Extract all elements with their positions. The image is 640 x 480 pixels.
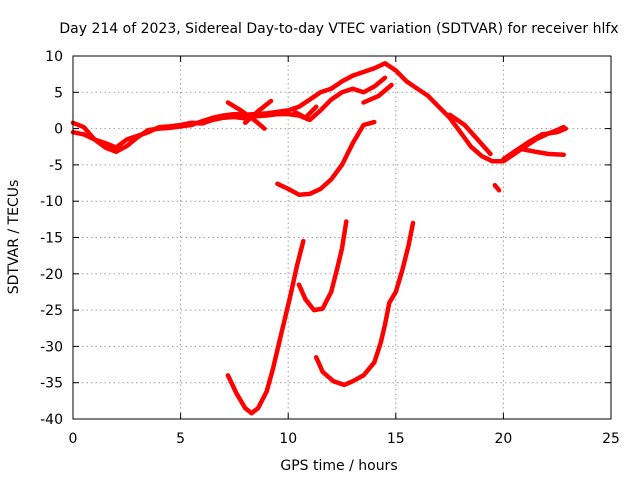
y-tick-label: -25 bbox=[40, 303, 63, 319]
y-tick-label: -35 bbox=[40, 376, 63, 392]
x-tick-label: 10 bbox=[279, 431, 297, 447]
data-series-10 bbox=[518, 146, 566, 157]
data-series-14 bbox=[313, 220, 416, 388]
x-axis-label: GPS time / hours bbox=[280, 458, 397, 474]
data-series-3 bbox=[225, 100, 267, 131]
x-tick-label: 15 bbox=[387, 431, 405, 447]
data-series-7 bbox=[447, 112, 493, 157]
data-series-5 bbox=[292, 104, 319, 120]
y-tick-label: -30 bbox=[40, 339, 63, 355]
y-tick-label: -40 bbox=[40, 412, 63, 428]
x-tick-label: 0 bbox=[69, 431, 78, 447]
data-series-4 bbox=[242, 98, 274, 126]
data-series bbox=[70, 61, 569, 416]
x-tick-label: 5 bbox=[176, 431, 185, 447]
grid-lines bbox=[73, 56, 611, 419]
data-series-12 bbox=[225, 238, 306, 416]
data-series-6 bbox=[361, 82, 394, 105]
y-tick-label: 10 bbox=[45, 49, 63, 65]
y-tick-label: -20 bbox=[40, 267, 63, 283]
y-tick-label: -10 bbox=[40, 194, 63, 210]
y-tick-label: -15 bbox=[40, 231, 63, 247]
chart-title: Day 214 of 2023, Sidereal Day-to-day VTE… bbox=[59, 21, 618, 37]
data-series-13 bbox=[296, 219, 349, 313]
y-tick-label: 0 bbox=[54, 122, 63, 138]
axis-ticks: 0 5 10 15 20 25 10 5 0 -5 -10 -15 -20 -25 -30 -35 -40 bbox=[40, 49, 620, 447]
y-tick-label: 5 bbox=[54, 85, 63, 101]
data-series-11 bbox=[275, 119, 377, 197]
y-axis-label: SDTVAR / TECUs bbox=[6, 180, 22, 295]
x-tick-label: 20 bbox=[494, 431, 512, 447]
data-series-2 bbox=[70, 75, 388, 150]
data-series-9 bbox=[501, 126, 569, 162]
y-tick-label: -5 bbox=[49, 158, 63, 174]
x-tick-label: 25 bbox=[602, 431, 620, 447]
data-series-8 bbox=[492, 182, 502, 193]
